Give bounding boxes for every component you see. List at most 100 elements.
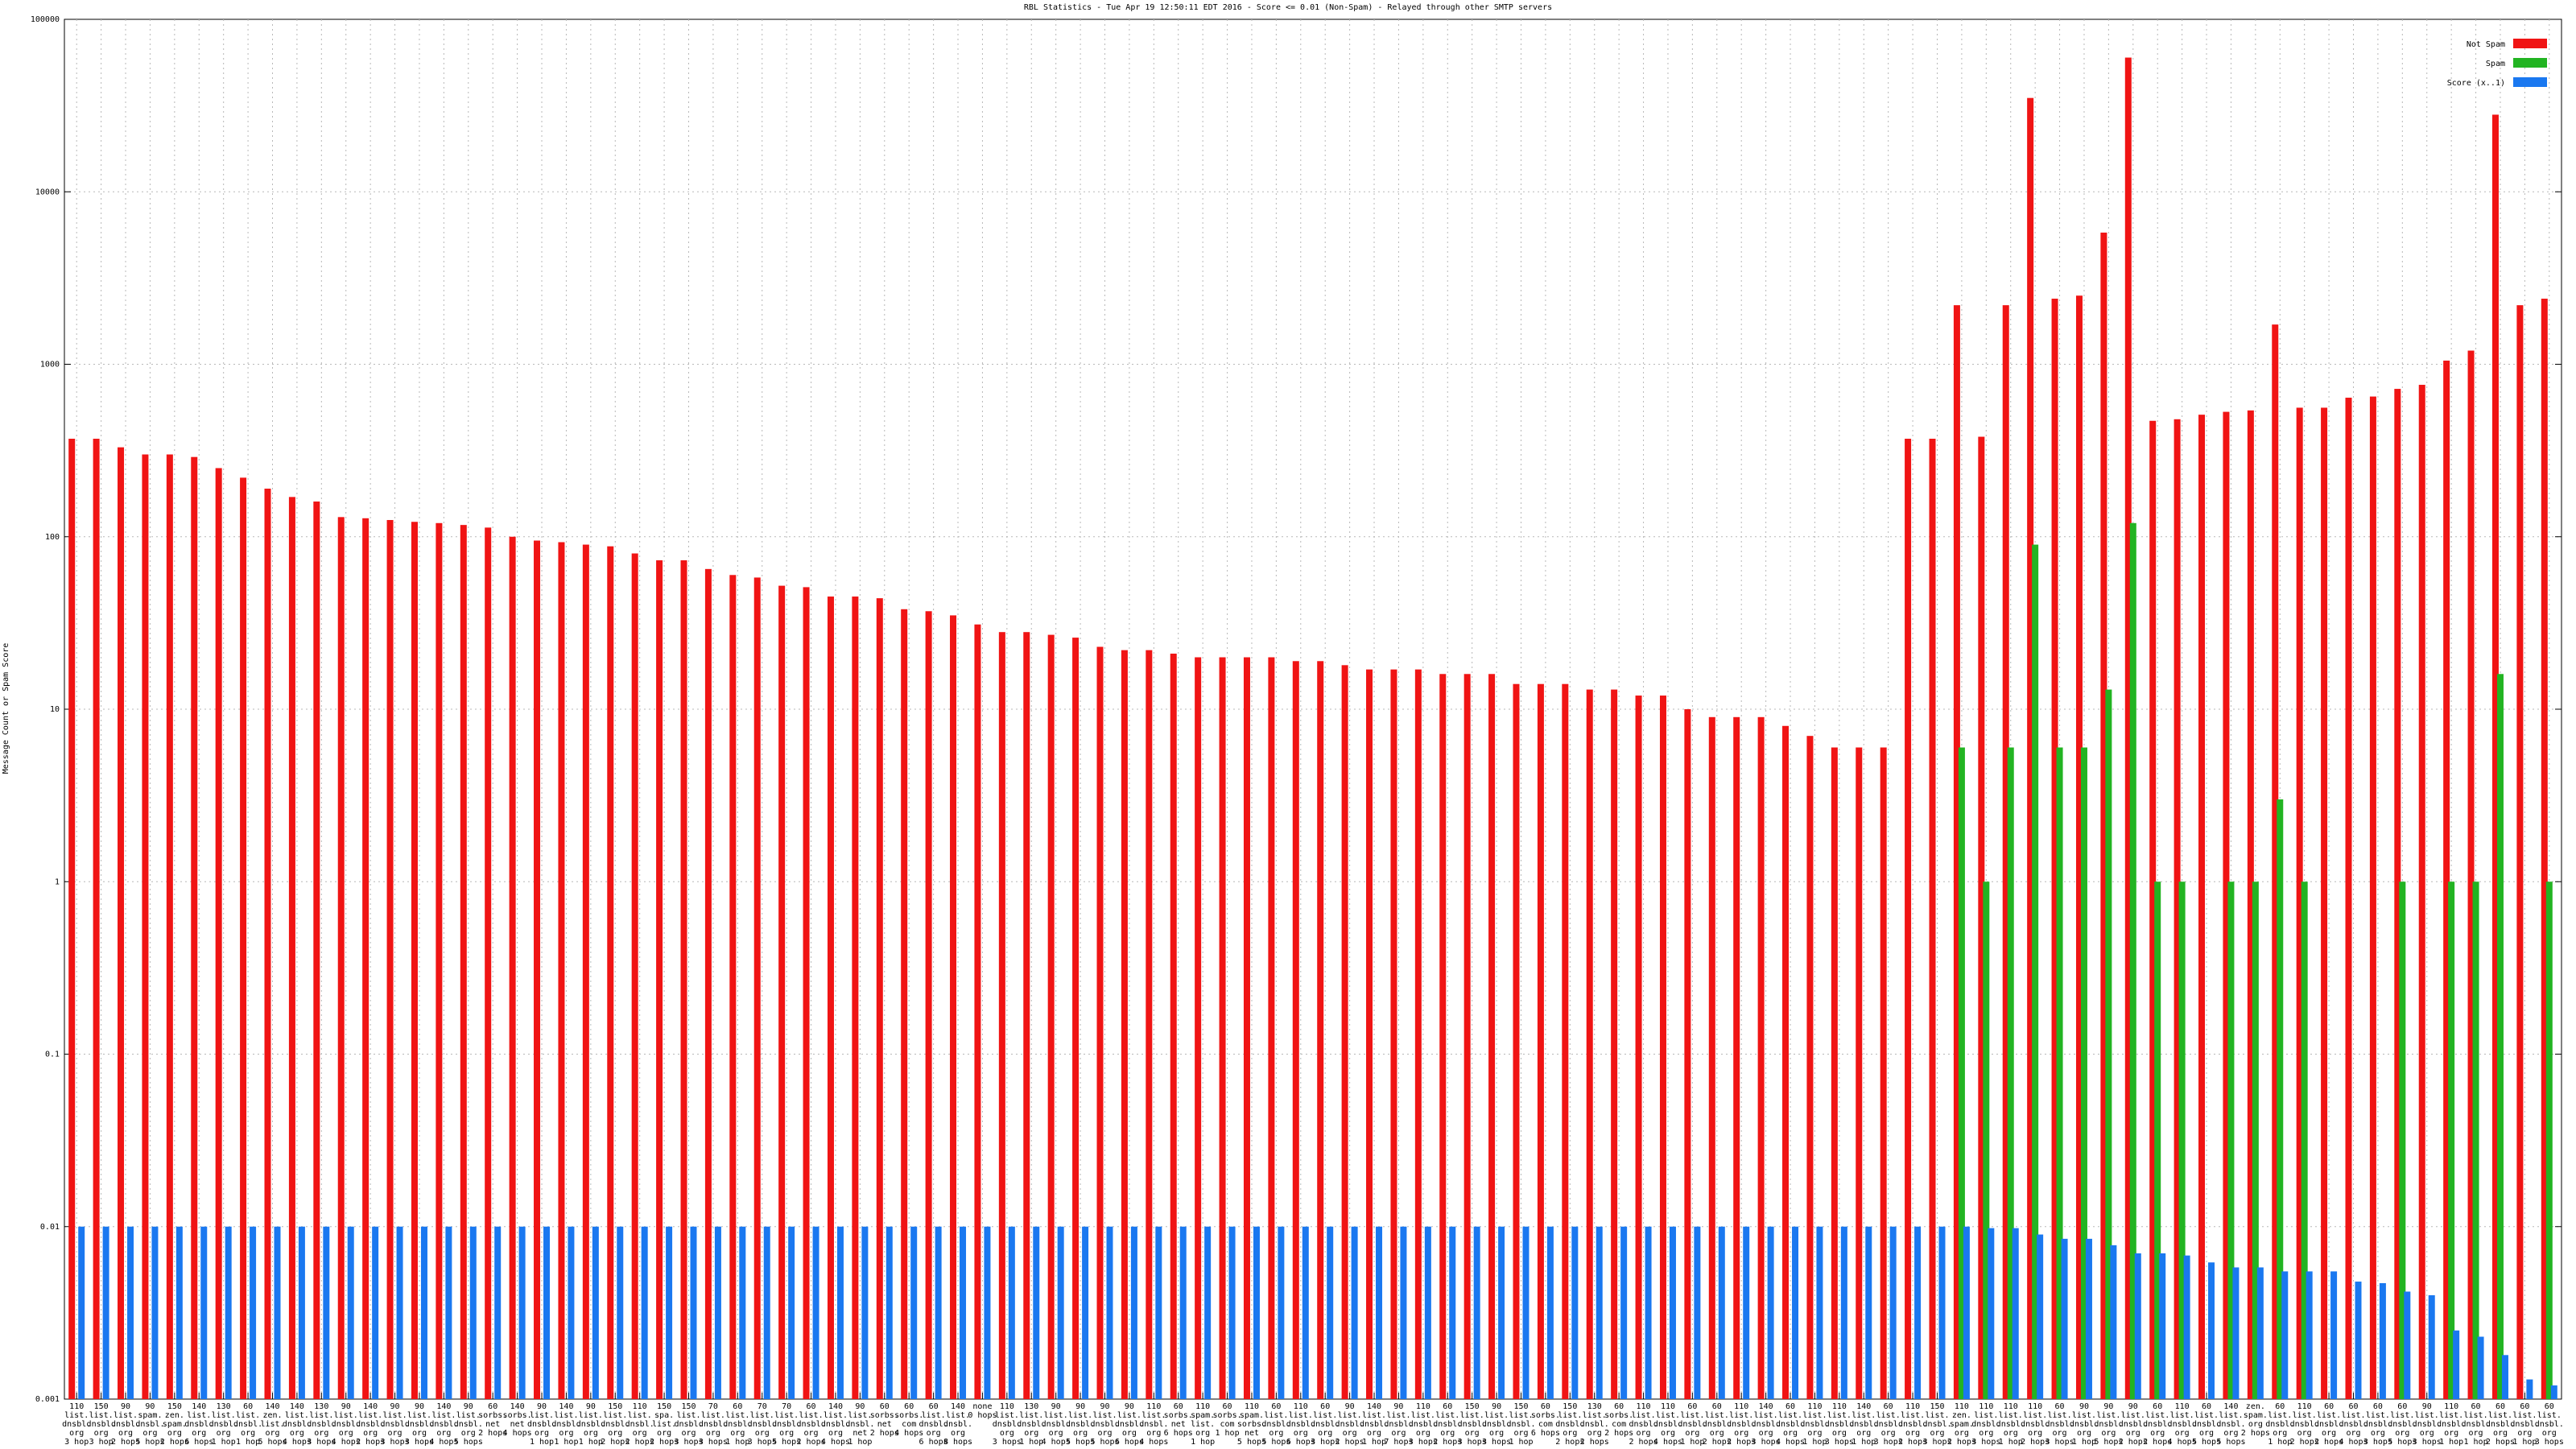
x-tick-label: 60 sorbs. net 2 hops bbox=[870, 1402, 899, 1438]
bar bbox=[901, 609, 908, 1399]
bar bbox=[2075, 295, 2083, 1400]
bar bbox=[1366, 669, 1373, 1399]
x-tick-label: 110 zen. spam. org 2 hops bbox=[1947, 1402, 1976, 1447]
bar bbox=[1155, 1226, 1162, 1399]
x-tick-label: 90 spam. dnsbl. org 5 hops bbox=[135, 1402, 164, 1447]
x-tick-label: 110 list. dnsbl. org 1 hop bbox=[2437, 1402, 2466, 1447]
bar bbox=[2105, 689, 2112, 1399]
bar bbox=[543, 1226, 551, 1399]
bar bbox=[175, 1226, 183, 1399]
y-tick-label: 0.001 bbox=[35, 1395, 60, 1404]
x-tick-label: 60 sorbs. com 4 hops bbox=[894, 1402, 923, 1438]
bar bbox=[2110, 1245, 2117, 1399]
bar bbox=[93, 439, 100, 1400]
bar bbox=[861, 1226, 869, 1399]
bar bbox=[1856, 747, 1863, 1399]
x-tick-label: 90 list. dnsbl. org 1 hop bbox=[2070, 1402, 2099, 1447]
bar bbox=[1463, 674, 1471, 1399]
bar bbox=[250, 1226, 257, 1399]
chart-title: RBL Statistics - Tue Apr 19 12:50:11 EDT… bbox=[1024, 3, 1552, 12]
bar bbox=[2174, 419, 2181, 1399]
bar bbox=[2453, 1330, 2460, 1399]
bar bbox=[1096, 646, 1104, 1399]
y-tick-label: 1 bbox=[55, 877, 60, 886]
bar bbox=[1684, 709, 1691, 1399]
bar bbox=[2051, 299, 2058, 1399]
bar bbox=[690, 1226, 697, 1399]
bar bbox=[1488, 674, 1496, 1399]
bar bbox=[1047, 634, 1055, 1399]
x-tick-label: 150 list. dnsbl. org 2 hops bbox=[601, 1402, 630, 1447]
bar bbox=[1914, 1226, 1922, 1399]
bar bbox=[1659, 696, 1666, 1399]
bar bbox=[714, 1226, 721, 1399]
bar bbox=[1179, 1226, 1187, 1399]
x-tick-label: 60 list. dnsbl. org 6 hops bbox=[919, 1402, 948, 1447]
bar bbox=[960, 1226, 967, 1399]
x-tick-label: 60 sorbs. com 1 hop bbox=[1212, 1402, 1241, 1438]
bar bbox=[1253, 1226, 1260, 1399]
x-tick-label: 60 list. dnsbl. org 3 hops bbox=[2535, 1402, 2564, 1447]
x-tick-label: 150 list. dnsbl. org 3 hops bbox=[1922, 1402, 1951, 1447]
bar bbox=[1268, 657, 1275, 1399]
bar bbox=[950, 615, 957, 1399]
x-tick-label: 140 list. dnsbl. org 1 hop bbox=[1849, 1402, 1878, 1447]
x-tick-label: 110 list. dnsbl. org 4 hops bbox=[1139, 1402, 1168, 1447]
x-tick-label: 110 list. dnsbl. org 6 hops bbox=[1286, 1402, 1315, 1447]
x-tick-label: 140 sorbs. net 4 hops bbox=[503, 1402, 532, 1438]
bar bbox=[1449, 1226, 1456, 1399]
bar bbox=[1953, 305, 1960, 1399]
y-tick-label: 0.01 bbox=[40, 1223, 60, 1232]
bar bbox=[2252, 881, 2259, 1399]
bar bbox=[2198, 415, 2206, 1399]
x-tick-label: 150 list. dnsbl. org 3 hops bbox=[674, 1402, 703, 1447]
x-tick-label: 90 list. dnsbl. net 1 hop bbox=[845, 1402, 874, 1447]
bar bbox=[1831, 747, 1838, 1399]
bar bbox=[1571, 1226, 1579, 1399]
bar bbox=[1537, 683, 1544, 1399]
bar bbox=[1341, 665, 1348, 1399]
bar bbox=[1219, 657, 1226, 1399]
bar bbox=[2100, 232, 2107, 1399]
bar bbox=[2061, 1238, 2068, 1399]
bar bbox=[142, 454, 149, 1399]
x-tick-label: 60 list. dnsbl. org 2 hops bbox=[1703, 1402, 1732, 1447]
x-tick-label: 60 list. dnsbl. org 1 hop bbox=[233, 1402, 262, 1447]
bar bbox=[2301, 881, 2308, 1399]
bar bbox=[1782, 725, 1790, 1399]
bar bbox=[1620, 1226, 1628, 1399]
bar bbox=[1929, 439, 1936, 1400]
bar bbox=[827, 597, 834, 1399]
bar bbox=[753, 577, 761, 1399]
y-tick-label: 10000 bbox=[35, 188, 60, 196]
bar bbox=[494, 1226, 502, 1399]
bar bbox=[1905, 439, 1912, 1400]
bar bbox=[2223, 411, 2230, 1400]
bar bbox=[2418, 385, 2425, 1400]
bar bbox=[2134, 1253, 2141, 1399]
bar bbox=[1439, 674, 1447, 1399]
x-tick-label: 60 list. dnsbl. org 4 hops bbox=[2339, 1402, 2368, 1447]
x-tick-label: 90 list. dnsbl. org 3 hops bbox=[1482, 1402, 1511, 1447]
x-tick-label: 140 list. dnsbl. org 4 hops bbox=[821, 1402, 850, 1447]
x-tick-label: 60 sorbs. net 6 hops bbox=[1164, 1402, 1193, 1438]
legend-label: Score (x..1) bbox=[2447, 79, 2505, 88]
bar bbox=[1596, 1226, 1603, 1399]
x-tick-label: 60 list. dnsbl. org 1 hop bbox=[2510, 1402, 2539, 1447]
x-tick-label: 90 list. dnsbl. org 3 hops bbox=[405, 1402, 434, 1447]
x-tick-label: 90 list. dnsbl. org 5 hops bbox=[454, 1402, 483, 1447]
bar bbox=[2545, 881, 2553, 1399]
x-tick-label: 110 list. dnsbl. org 3 hops bbox=[993, 1402, 1022, 1447]
bar bbox=[362, 518, 369, 1399]
x-tick-label: 60 list. dnsbl. org 2 hops bbox=[2143, 1402, 2172, 1447]
bar bbox=[607, 546, 614, 1400]
bar bbox=[274, 1226, 281, 1399]
bar bbox=[680, 560, 687, 1399]
x-tick-label: 110 list. dnsbl. org 2 hops bbox=[1898, 1402, 1927, 1447]
bar bbox=[631, 553, 638, 1400]
bar bbox=[1033, 1226, 1040, 1399]
x-tick-label: 140 list. dnsbl. org 1 hop bbox=[1360, 1402, 1389, 1447]
x-tick-label: 60 list. dnsbl. org 2 hops bbox=[1433, 1402, 1462, 1447]
